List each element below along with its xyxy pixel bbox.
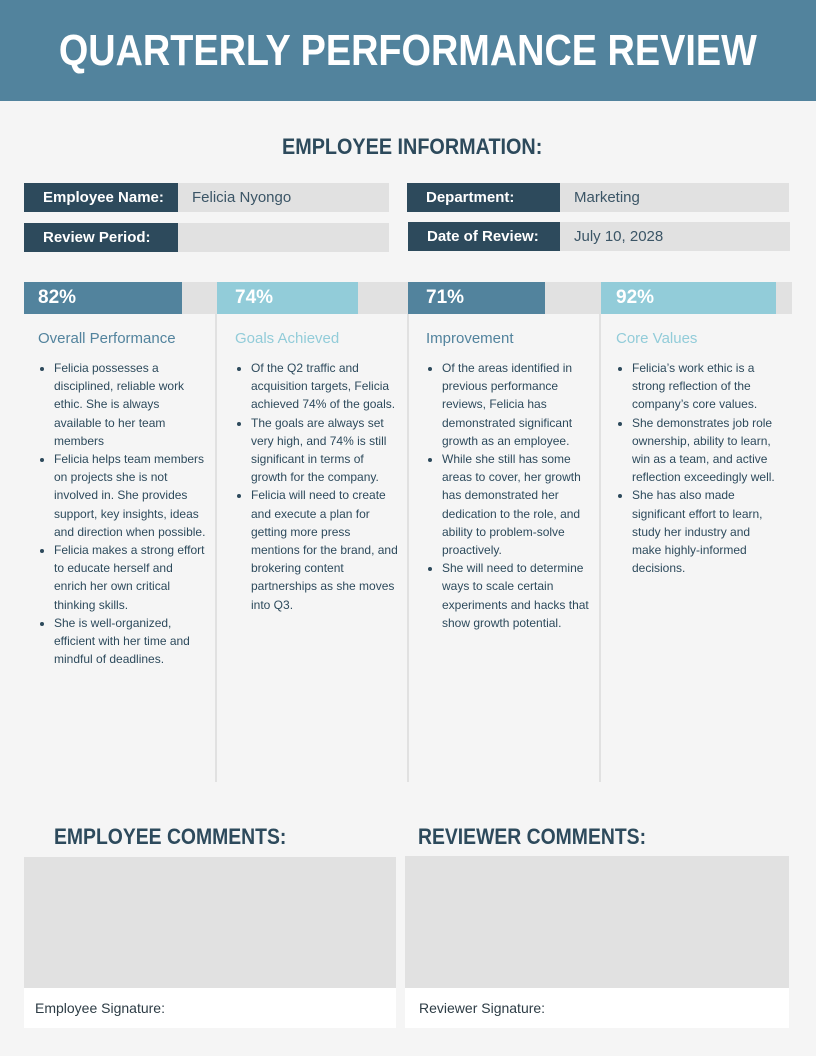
page-title: QUARTERLY PERFORMANCE REVIEW: [58, 25, 757, 75]
reviewer-signature-field[interactable]: Reviewer Signature:: [405, 988, 789, 1028]
department-label: Department:: [407, 183, 560, 212]
improvement-column: Improvement Of the areas identified in p…: [426, 330, 591, 632]
reviewer-comments-field[interactable]: [405, 856, 789, 988]
core-values-percent: 92%: [616, 287, 655, 308]
improvement-title: Improvement: [426, 330, 514, 347]
employee-name-label: Employee Name:: [24, 183, 178, 212]
employee-comments-heading: EMPLOYEE COMMENTS:: [54, 824, 287, 849]
list-item: She has also made significant effort to …: [616, 486, 781, 577]
list-item: The goals are always set very high, and …: [235, 414, 400, 487]
list-item: Felicia helps team members on projects s…: [38, 450, 208, 541]
goals-achieved-bar: 74%: [217, 282, 408, 314]
core-values-column: Core Values Felicia’s work ethic is a st…: [616, 330, 781, 577]
employee-name-row: Employee Name: Felicia Nyongo: [24, 183, 389, 212]
goals-achieved-title: Goals Achieved: [235, 330, 340, 347]
core-values-list: Felicia’s work ethic is a strong reflect…: [616, 359, 781, 577]
list-item: While she still has some areas to cover,…: [426, 450, 591, 559]
goals-achieved-fill: 74%: [217, 282, 358, 314]
list-item: She demonstrates job role ownership, abi…: [616, 414, 781, 487]
employee-info-heading: EMPLOYEE INFORMATION:: [282, 134, 543, 159]
column-divider: [599, 314, 601, 782]
employee-comments-field[interactable]: [24, 857, 396, 988]
review-period-field[interactable]: [178, 223, 389, 252]
department-field[interactable]: Marketing: [560, 183, 789, 212]
list-item: Felicia’s work ethic is a strong reflect…: [616, 359, 781, 414]
improvement-list: Of the areas identified in previous perf…: [426, 359, 591, 632]
improvement-percent: 71%: [426, 287, 465, 308]
list-item: Of the Q2 traffic and acquisition target…: [235, 359, 400, 414]
improvement-fill: 71%: [408, 282, 545, 314]
goals-achieved-percent: 74%: [235, 287, 274, 308]
list-item: She will need to determine ways to scale…: [426, 559, 591, 632]
overall-performance-title: Overall Performance: [38, 330, 176, 347]
improvement-bar: 71%: [408, 282, 601, 314]
column-divider: [215, 314, 217, 782]
list-item: Felicia will need to create and execute …: [235, 486, 400, 613]
core-values-bar: 92%: [601, 282, 792, 314]
employee-signature-label: Employee Signature:: [35, 1000, 165, 1016]
list-item: Of the areas identified in previous perf…: [426, 359, 591, 450]
overall-performance-list: Felicia possesses a disciplined, reliabl…: [38, 359, 208, 668]
employee-signature-field[interactable]: Employee Signature:: [24, 988, 396, 1028]
date-of-review-field[interactable]: July 10, 2028: [560, 222, 790, 251]
column-divider: [407, 314, 409, 782]
reviewer-comments-heading: REVIEWER COMMENTS:: [418, 824, 647, 849]
list-item: Felicia makes a strong effort to educate…: [38, 541, 208, 614]
overall-performance-percent: 82%: [38, 287, 77, 308]
overall-performance-fill: 82%: [24, 282, 182, 314]
overall-performance-bar: 82%: [24, 282, 217, 314]
page-header: QUARTERLY PERFORMANCE REVIEW: [0, 0, 816, 101]
goals-achieved-column: Goals Achieved Of the Q2 traffic and acq…: [235, 330, 400, 614]
core-values-title: Core Values: [616, 330, 698, 347]
date-of-review-row: Date of Review: July 10, 2028: [408, 222, 790, 251]
goals-achieved-list: Of the Q2 traffic and acquisition target…: [235, 359, 400, 614]
review-period-row: Review Period:: [24, 223, 389, 252]
reviewer-signature-label: Reviewer Signature:: [419, 1000, 546, 1016]
employee-name-field[interactable]: Felicia Nyongo: [178, 183, 389, 212]
department-row: Department: Marketing: [407, 183, 789, 212]
list-item: Felicia possesses a disciplined, reliabl…: [38, 359, 208, 450]
date-of-review-label: Date of Review:: [408, 222, 560, 251]
overall-performance-column: Overall Performance Felicia possesses a …: [38, 330, 208, 668]
core-values-fill: 92%: [601, 282, 776, 314]
list-item: She is well-organized, efficient with he…: [38, 614, 208, 669]
review-period-label: Review Period:: [24, 223, 178, 252]
